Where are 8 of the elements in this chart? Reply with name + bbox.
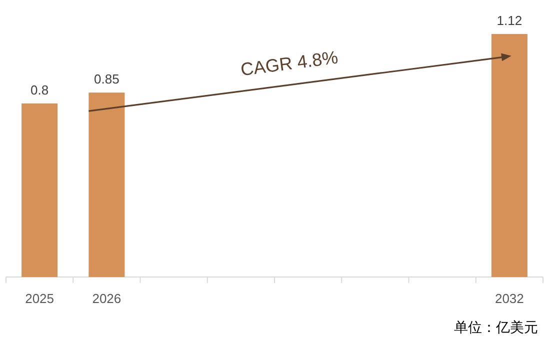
x-tick-label: 2025 <box>25 291 54 306</box>
data-label: 0.8 <box>30 82 49 98</box>
x-tick-label: 2032 <box>494 291 524 306</box>
x-tick-label: 2026 <box>92 291 122 306</box>
data-label: 0.85 <box>94 72 120 87</box>
annotation: CAGR 4.8% <box>239 47 340 80</box>
data-label: 1.12 <box>496 13 522 28</box>
text: 单位：亿美元 <box>454 319 538 335</box>
